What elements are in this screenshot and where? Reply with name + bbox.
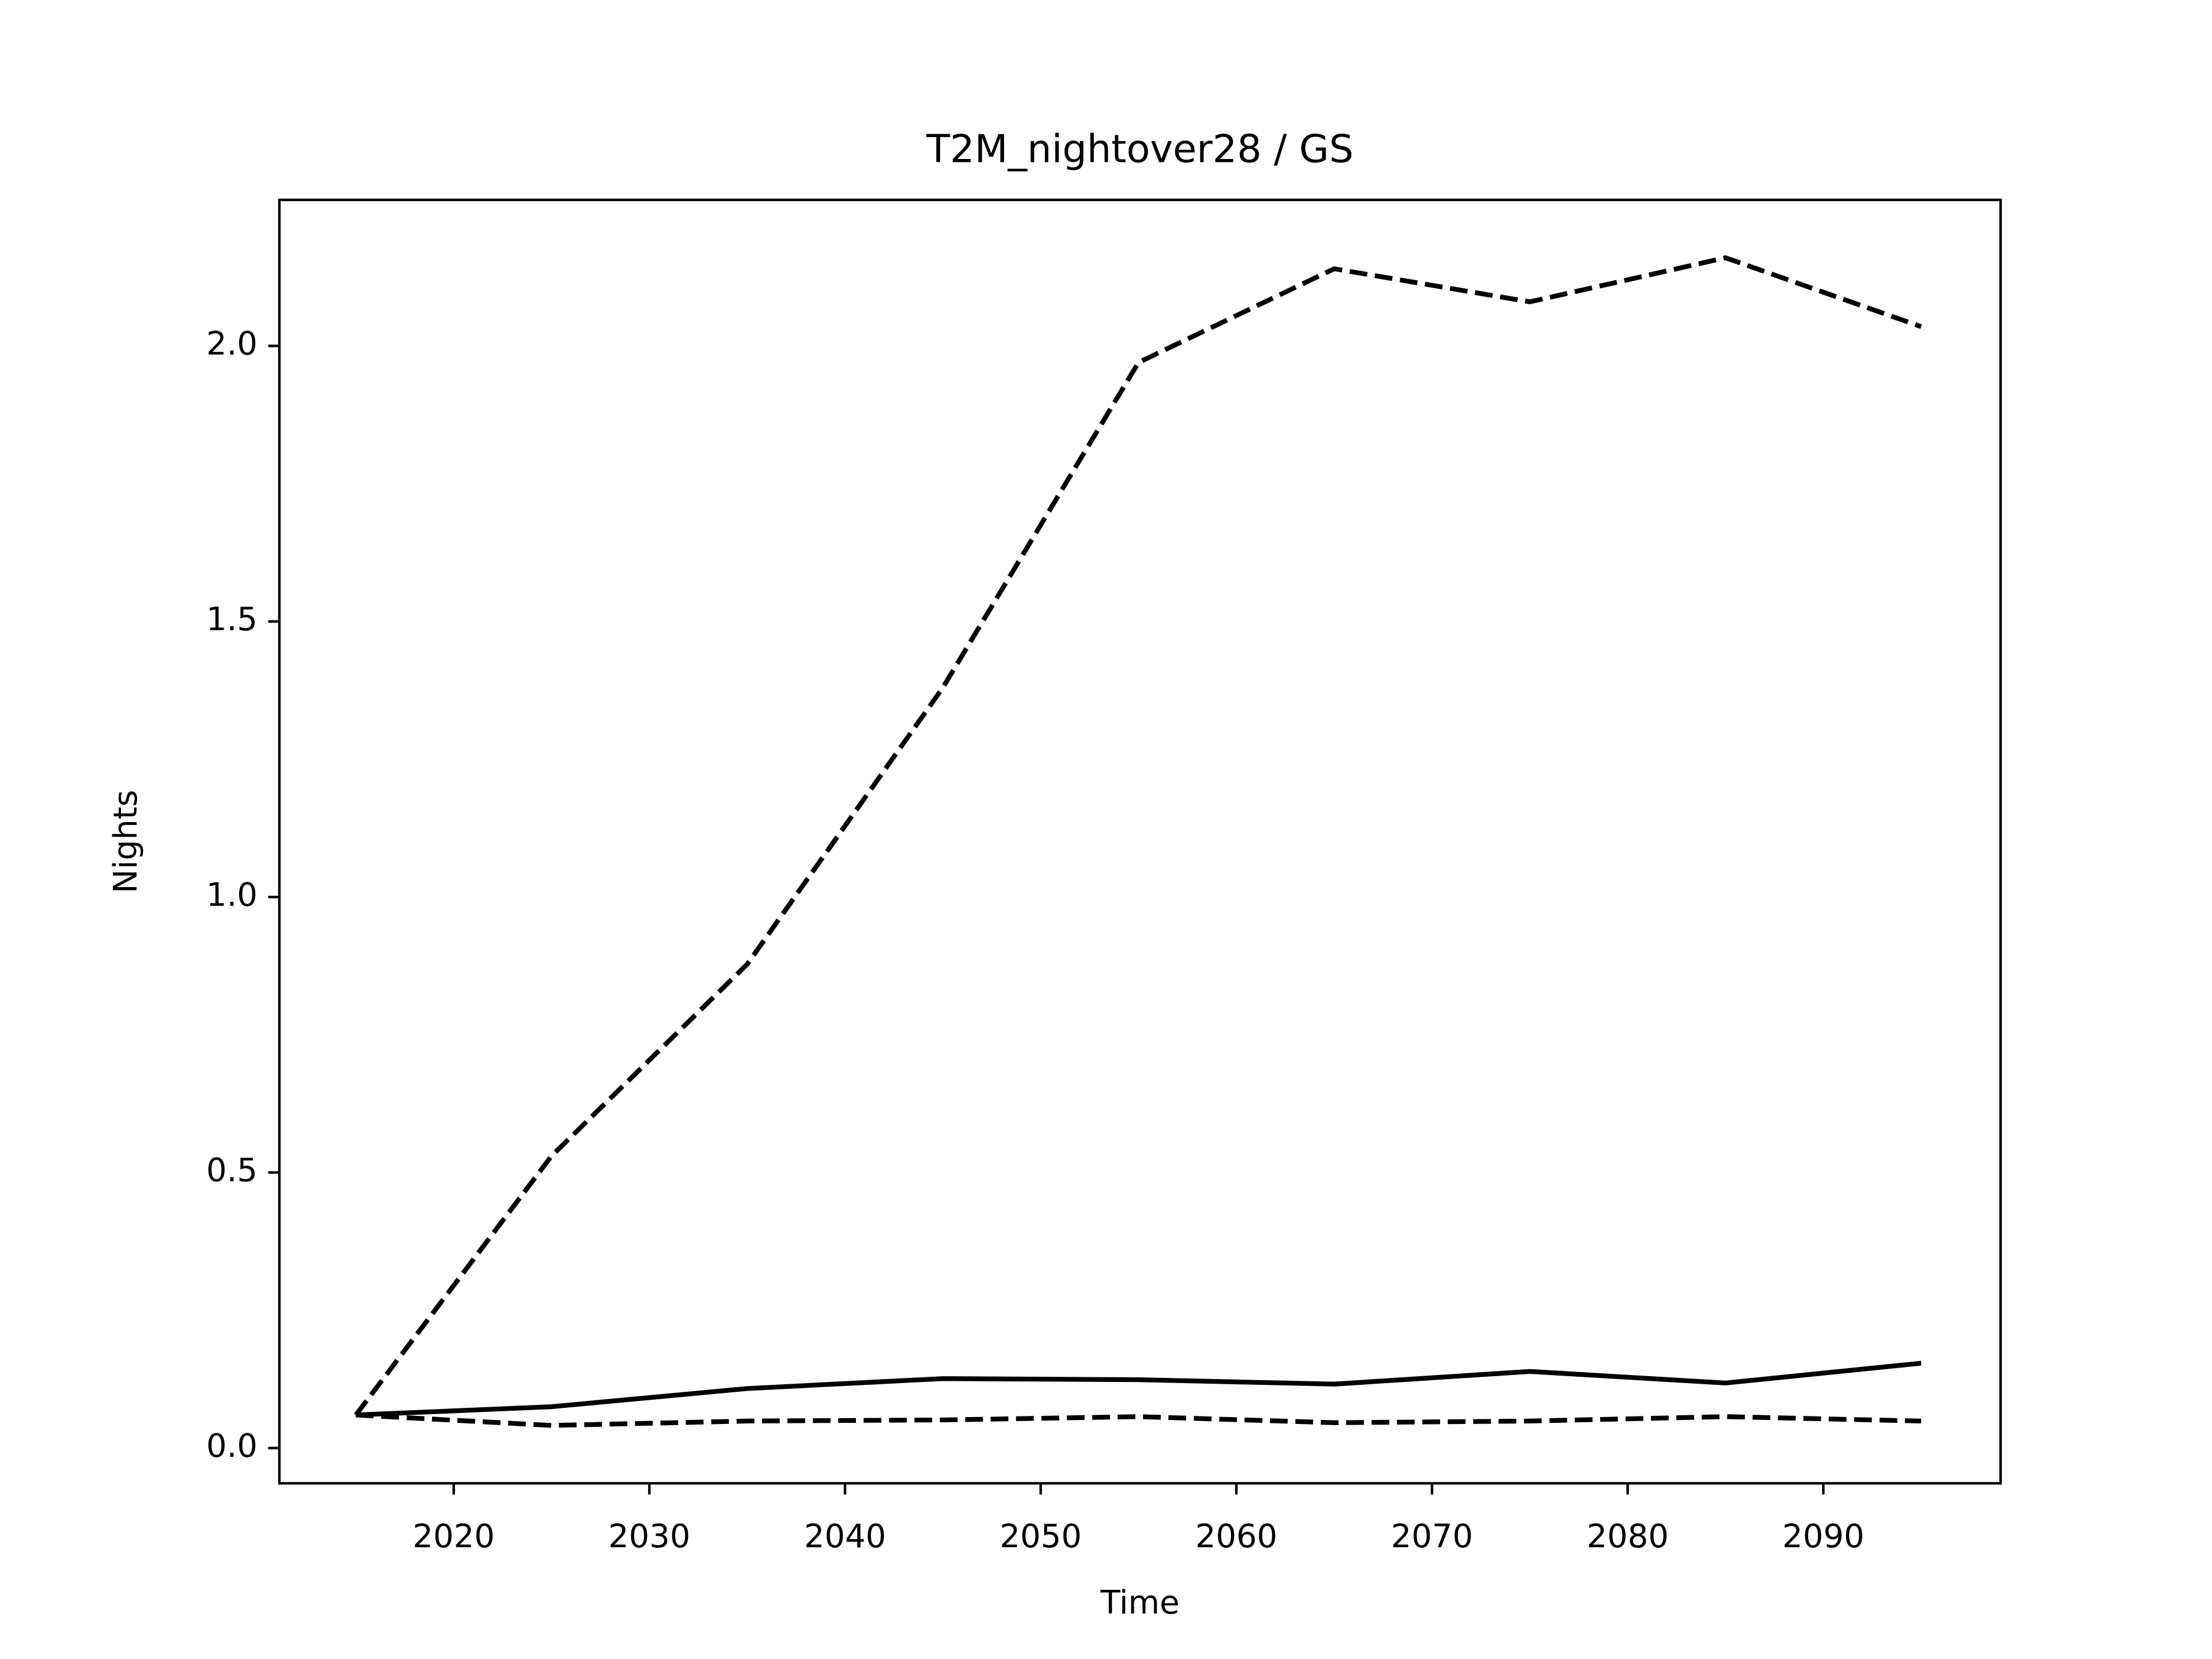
- y-axis-label: Nights: [107, 790, 145, 893]
- y-tick-label: 0.5: [206, 1152, 257, 1190]
- y-tick-label: 0.0: [206, 1427, 257, 1465]
- axes-frame: [278, 198, 2002, 1485]
- x-tick-label: 2060: [1195, 1518, 1278, 1555]
- x-tick-label: 2080: [1586, 1518, 1669, 1555]
- x-tick-label: 2070: [1391, 1518, 1474, 1555]
- series-line: [355, 1412, 1922, 1428]
- x-tick-label: 2090: [1782, 1518, 1865, 1555]
- series-line: [355, 1361, 1922, 1418]
- x-axis-label: Time: [1100, 1584, 1179, 1622]
- x-tick-label: 2030: [608, 1518, 691, 1555]
- x-tick-label: 2050: [999, 1518, 1082, 1555]
- x-tick-label: 2020: [412, 1518, 495, 1555]
- series-line: [354, 255, 1922, 1416]
- y-tick-label: 1.5: [206, 601, 257, 638]
- y-tick-label: 1.0: [206, 876, 257, 914]
- x-tick-label: 2040: [804, 1518, 887, 1555]
- y-tick-label: 2.0: [206, 325, 257, 363]
- chart-title: T2M_nightover28 / GS: [926, 127, 1353, 172]
